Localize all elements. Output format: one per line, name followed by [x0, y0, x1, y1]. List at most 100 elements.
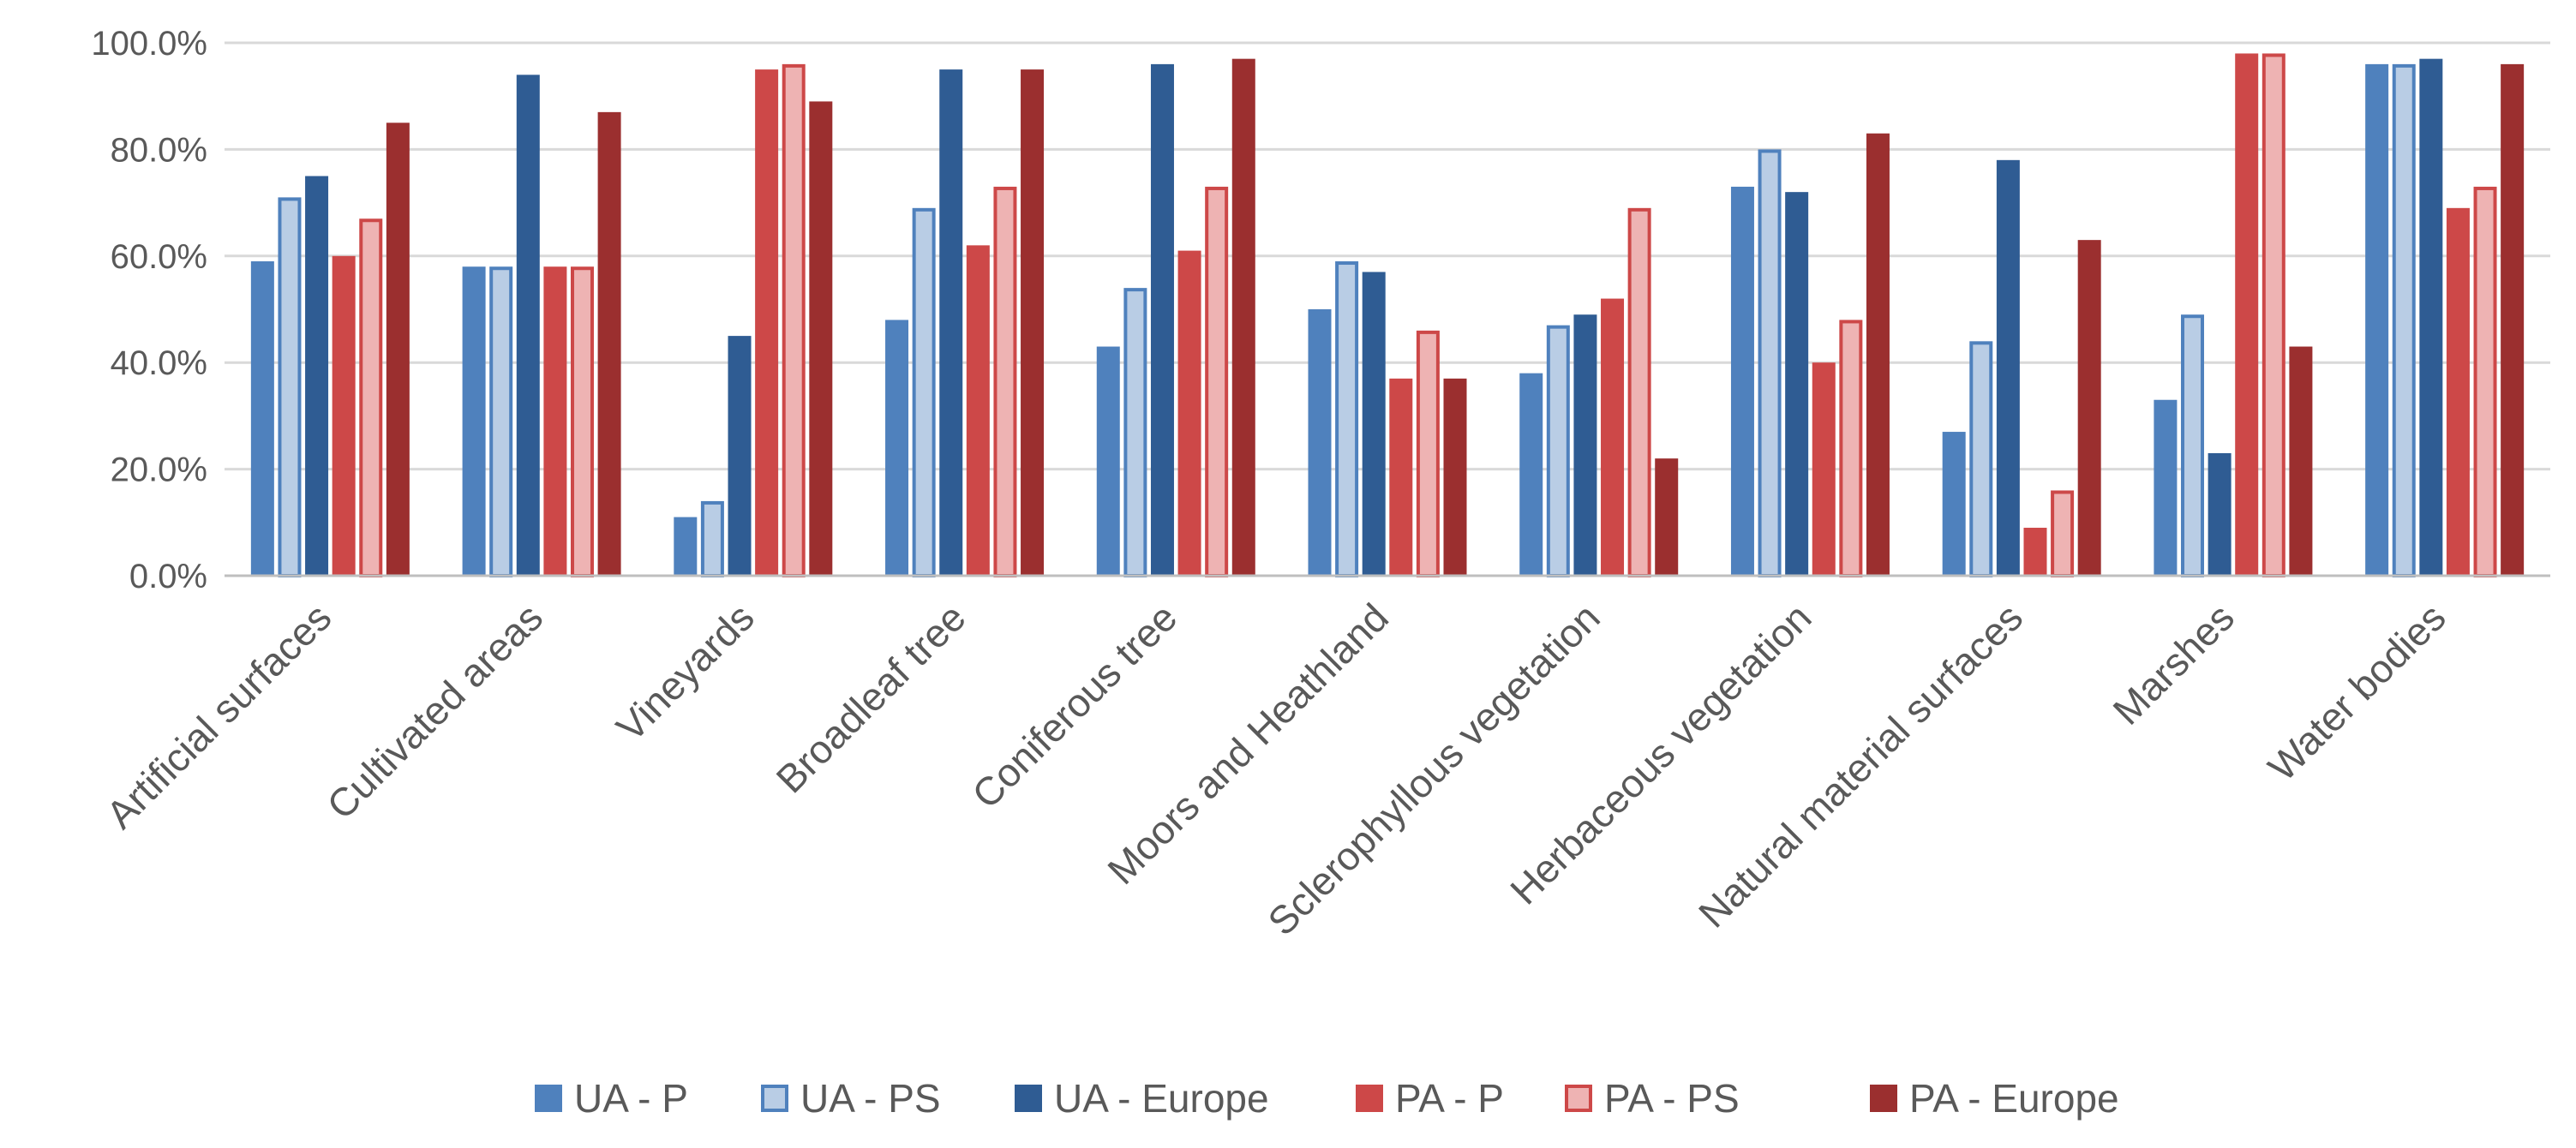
bar	[1231, 58, 1255, 576]
bar	[1785, 192, 1809, 576]
bar	[674, 517, 698, 576]
y-tick-label: 80.0%	[111, 131, 207, 169]
bar	[912, 207, 936, 577]
x-category-label: Artificial surfaces	[98, 595, 340, 837]
y-tick-label: 60.0%	[111, 238, 207, 276]
bar-group	[1942, 159, 2101, 577]
bar	[1096, 346, 1120, 576]
bar	[1866, 133, 1890, 577]
legend-label: UA - PS	[800, 1076, 941, 1121]
y-tick-label: 100.0%	[91, 25, 207, 63]
bar	[2501, 63, 2525, 576]
legend-item: PA - PS	[1565, 1076, 1740, 1121]
bar	[1546, 325, 1570, 577]
bar	[386, 123, 410, 577]
bar-series-group	[250, 53, 2525, 577]
bar	[489, 266, 513, 577]
bar	[2154, 399, 2178, 576]
bar	[1021, 69, 1045, 577]
legend-swatch	[1356, 1085, 1383, 1112]
bar	[2289, 346, 2313, 576]
bar	[1389, 378, 1413, 576]
bar	[359, 218, 383, 577]
bar	[1416, 330, 1440, 577]
bar	[1335, 261, 1359, 577]
bar	[2365, 63, 2389, 576]
x-category-label: Marshes	[2104, 595, 2242, 732]
bar	[2235, 53, 2259, 576]
y-tick-label: 20.0%	[111, 451, 207, 489]
bar	[2077, 240, 2101, 576]
bar	[1601, 298, 1625, 576]
bar	[1443, 378, 1467, 576]
bar-group	[462, 75, 621, 577]
bar	[966, 245, 990, 576]
legend-item: PA - P	[1356, 1076, 1504, 1121]
bar	[728, 336, 752, 576]
bar	[597, 111, 621, 577]
bar-group	[1519, 207, 1679, 577]
bar	[2181, 314, 2205, 577]
bar	[2419, 58, 2443, 576]
bar	[332, 255, 356, 576]
bar	[278, 197, 302, 577]
bar	[1205, 186, 1229, 577]
y-tick-label: 40.0%	[111, 344, 207, 382]
legend-label: UA - Europe	[1054, 1076, 1269, 1121]
bar	[809, 101, 833, 577]
bar-group	[250, 123, 410, 577]
bar	[2023, 528, 2047, 576]
legend-swatch	[1870, 1085, 1897, 1112]
bar-group	[1308, 261, 1467, 577]
bar-group	[1096, 58, 1255, 577]
legend-swatch	[761, 1085, 788, 1112]
x-category-label: Broadleaf tree	[768, 595, 974, 801]
bar	[2051, 490, 2075, 577]
x-category-label: Cultivated areas	[318, 595, 551, 828]
bar	[782, 63, 806, 577]
bar	[462, 266, 486, 576]
bar	[1812, 362, 1836, 576]
legend-item: PA - Europe	[1870, 1076, 2119, 1121]
bar	[700, 500, 724, 577]
legend: UA - P UA - PS UA - Europe PA - P PA - PS PA …	[535, 1076, 2119, 1121]
bar-group	[885, 69, 1045, 577]
bar	[1519, 373, 1543, 576]
legend-swatch	[1565, 1085, 1592, 1112]
x-category-label: Sclerophyllous vegetation	[1259, 595, 1608, 943]
legend-swatch	[535, 1085, 562, 1112]
legend-item: UA - P	[535, 1076, 688, 1121]
legend-item: UA - Europe	[1015, 1076, 1269, 1121]
bar	[2392, 63, 2416, 577]
bar-group	[2154, 53, 2313, 577]
bar	[2261, 53, 2285, 577]
bar	[305, 176, 329, 576]
legend-item: UA - PS	[761, 1076, 941, 1121]
bar	[543, 266, 567, 576]
bar	[939, 69, 963, 577]
legend-label: PA - PS	[1604, 1076, 1740, 1121]
bar	[993, 186, 1017, 577]
bar	[250, 261, 274, 576]
bar	[1123, 288, 1147, 577]
bar	[755, 69, 779, 577]
y-axis-tick-labels: 0.0% 20.0% 40.0% 60.0% 80.0% 100.0%	[91, 25, 207, 595]
legend-label: PA - P	[1395, 1076, 1504, 1121]
x-category-label: Vineyards	[608, 595, 763, 750]
bar	[1942, 432, 1966, 576]
bar	[1308, 309, 1332, 576]
y-tick-label: 0.0%	[129, 558, 207, 595]
x-category-label: Coniferous tree	[963, 595, 1185, 816]
bar	[1730, 186, 1754, 576]
bar	[2446, 207, 2470, 576]
bar	[1627, 207, 1651, 577]
bar	[1969, 341, 1993, 577]
bar	[1839, 320, 1863, 577]
bar	[1150, 63, 1174, 576]
bar	[1758, 149, 1782, 577]
legend-swatch	[1015, 1085, 1042, 1112]
legend-label: PA - Europe	[1909, 1076, 2119, 1121]
bar	[2208, 452, 2232, 576]
